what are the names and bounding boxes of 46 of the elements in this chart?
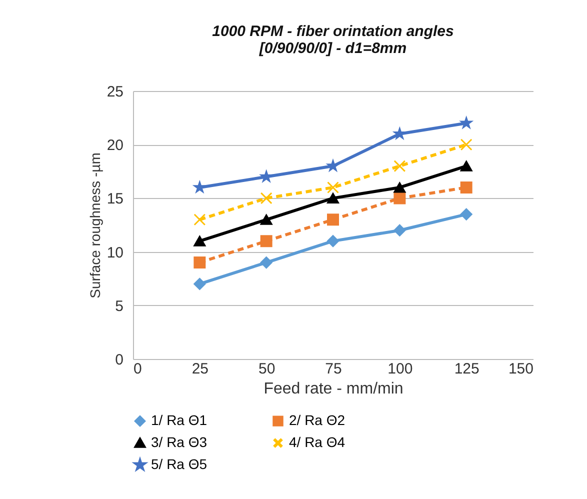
y-tick-label: 15 (106, 190, 124, 208)
text: 1000 RPM - fiber orintation angles (212, 23, 454, 40)
y-tick-label: 25 (106, 84, 124, 100)
point (460, 181, 472, 194)
point (460, 160, 472, 172)
point (327, 181, 339, 194)
point (260, 256, 272, 269)
legend-label: 3/ Ra Θ3 (151, 434, 208, 450)
x-tick-label: 50 (258, 360, 276, 378)
point (194, 256, 206, 269)
y-tick-label: 5 (115, 298, 124, 315)
point (327, 160, 339, 172)
legend-label: 5/ Ra Θ5 (151, 456, 208, 472)
point (327, 214, 339, 226)
x-tick-label: 25 (192, 360, 209, 378)
y-tick-label: 10 (106, 244, 124, 262)
legend-label: 2/ Ra Θ2 (289, 412, 346, 428)
y-axis-title: Surface roughness -µm (86, 152, 103, 298)
point (194, 181, 206, 192)
x-tick-label: 125 (454, 360, 480, 378)
point (194, 214, 206, 226)
point (260, 192, 272, 204)
point (194, 278, 206, 290)
point (460, 138, 472, 151)
point (394, 224, 406, 236)
text: [0/90/90/0] - d1=8mm (259, 40, 407, 57)
point (194, 236, 206, 246)
x-tick-label: 75 (325, 360, 342, 378)
point (394, 160, 406, 172)
point (260, 235, 272, 248)
y-tick-label: 20 (106, 137, 124, 154)
point (460, 208, 472, 220)
x-tick-label: 150 (508, 360, 534, 378)
point (260, 214, 272, 225)
point (394, 192, 406, 204)
x-tick-label: 100 (388, 360, 413, 378)
x-tick-label: 0 (134, 360, 142, 378)
legend-label: 1/ Ra Θ1 (151, 412, 208, 428)
point (327, 192, 339, 204)
point (394, 128, 406, 139)
x-axis-title: Feed rate - mm/min (264, 380, 404, 398)
point (460, 117, 472, 128)
point (260, 170, 272, 182)
legend-label: 4/ Ra Θ4 (289, 434, 346, 450)
point (327, 235, 339, 248)
point (394, 182, 406, 193)
